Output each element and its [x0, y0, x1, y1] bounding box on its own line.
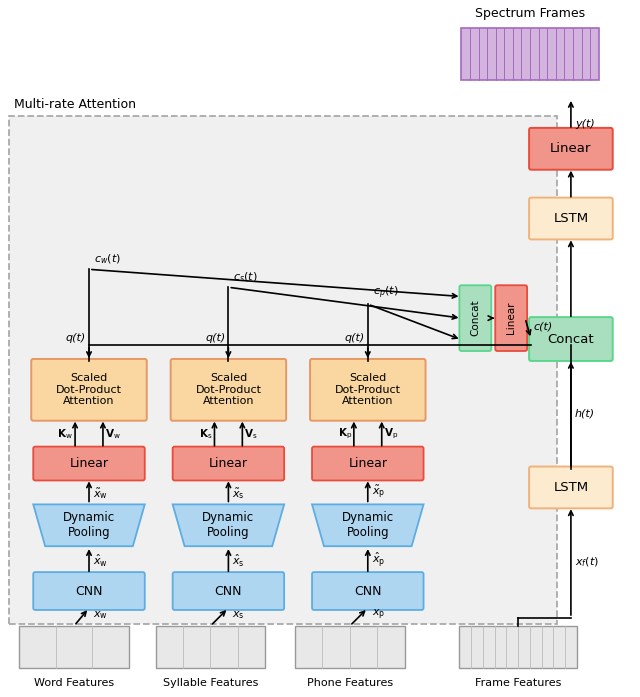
- FancyBboxPatch shape: [33, 447, 145, 480]
- Text: Scaled
Dot-Product
Attention: Scaled Dot-Product Attention: [56, 373, 122, 406]
- Text: CNN: CNN: [214, 585, 242, 597]
- FancyBboxPatch shape: [171, 359, 286, 421]
- Text: $x_\mathregular{s}$: $x_\mathregular{s}$: [232, 609, 245, 621]
- Text: $\mathbf{V}_\mathregular{s}$: $\mathbf{V}_\mathregular{s}$: [244, 427, 258, 441]
- Text: Concat: Concat: [548, 332, 594, 346]
- Text: $\tilde{x}_\mathregular{s}$: $\tilde{x}_\mathregular{s}$: [232, 487, 245, 501]
- Text: $c_\mathregular{s}(t)$: $c_\mathregular{s}(t)$: [234, 270, 258, 284]
- Text: Phone Features: Phone Features: [307, 677, 393, 688]
- Text: Scaled
Dot-Product
Attention: Scaled Dot-Product Attention: [335, 373, 401, 406]
- FancyBboxPatch shape: [495, 285, 527, 351]
- Text: $x_\mathregular{f}(t)$: $x_\mathregular{f}(t)$: [575, 556, 599, 569]
- Text: Concat: Concat: [470, 300, 481, 337]
- Bar: [10, 116, 557, 624]
- Bar: [295, 626, 404, 668]
- Text: Dynamic
Pooling: Dynamic Pooling: [63, 512, 115, 539]
- Text: LSTM: LSTM: [554, 212, 588, 225]
- Bar: [19, 626, 129, 668]
- FancyBboxPatch shape: [310, 359, 426, 421]
- Text: Frame Features: Frame Features: [475, 677, 561, 688]
- Bar: [156, 626, 265, 668]
- Text: y(t): y(t): [575, 119, 595, 129]
- Text: $\mathbf{K}_\mathregular{s}$: $\mathbf{K}_\mathregular{s}$: [199, 427, 212, 441]
- Text: q(t): q(t): [344, 333, 365, 343]
- FancyBboxPatch shape: [529, 466, 612, 508]
- Text: Scaled
Dot-Product
Attention: Scaled Dot-Product Attention: [195, 373, 261, 406]
- Text: Linear: Linear: [506, 302, 516, 335]
- Text: $\hat{x}_\mathregular{w}$: $\hat{x}_\mathregular{w}$: [93, 553, 108, 569]
- Text: LSTM: LSTM: [554, 481, 588, 494]
- FancyBboxPatch shape: [33, 572, 145, 610]
- FancyBboxPatch shape: [529, 317, 612, 361]
- Text: Word Features: Word Features: [34, 677, 114, 688]
- FancyBboxPatch shape: [529, 128, 612, 169]
- Text: $c_\mathregular{p}(t)$: $c_\mathregular{p}(t)$: [372, 285, 398, 301]
- Text: $x_\mathregular{p}$: $x_\mathregular{p}$: [372, 608, 385, 622]
- FancyBboxPatch shape: [173, 447, 284, 480]
- Text: Dynamic
Pooling: Dynamic Pooling: [342, 512, 394, 539]
- FancyBboxPatch shape: [31, 359, 147, 421]
- Bar: [461, 29, 599, 80]
- FancyBboxPatch shape: [312, 572, 424, 610]
- Text: Multi-rate Attention: Multi-rate Attention: [14, 98, 136, 111]
- Text: $x_\mathregular{w}$: $x_\mathregular{w}$: [93, 609, 108, 621]
- Polygon shape: [312, 505, 424, 546]
- FancyBboxPatch shape: [529, 198, 612, 240]
- Text: CNN: CNN: [354, 585, 381, 597]
- Text: q(t): q(t): [66, 333, 86, 343]
- Text: $\tilde{x}_\mathregular{p}$: $\tilde{x}_\mathregular{p}$: [372, 484, 385, 501]
- Text: h(t): h(t): [575, 408, 595, 419]
- Text: $\mathbf{K}_\mathregular{w}$: $\mathbf{K}_\mathregular{w}$: [58, 427, 73, 441]
- Text: q(t): q(t): [205, 333, 225, 343]
- Text: Dynamic
Pooling: Dynamic Pooling: [202, 512, 255, 539]
- Text: Linear: Linear: [209, 457, 248, 470]
- Text: $\mathbf{V}_\mathregular{p}$: $\mathbf{V}_\mathregular{p}$: [384, 427, 398, 441]
- Polygon shape: [173, 505, 284, 546]
- FancyBboxPatch shape: [173, 572, 284, 610]
- FancyBboxPatch shape: [460, 285, 492, 351]
- Text: Spectrum Frames: Spectrum Frames: [475, 7, 585, 20]
- Text: $\tilde{x}_\mathregular{w}$: $\tilde{x}_\mathregular{w}$: [93, 487, 108, 501]
- Text: CNN: CNN: [76, 585, 103, 597]
- Text: $c_\mathregular{w}(t)$: $c_\mathregular{w}(t)$: [94, 253, 121, 266]
- Bar: [460, 626, 577, 668]
- Text: c(t): c(t): [533, 321, 552, 331]
- FancyBboxPatch shape: [312, 447, 424, 480]
- Polygon shape: [33, 505, 145, 546]
- Text: $\mathbf{K}_\mathregular{p}$: $\mathbf{K}_\mathregular{p}$: [337, 427, 352, 441]
- Text: Linear: Linear: [348, 457, 387, 470]
- Text: Linear: Linear: [70, 457, 109, 470]
- Text: Syllable Features: Syllable Features: [163, 677, 258, 688]
- Text: $\mathbf{V}_\mathregular{w}$: $\mathbf{V}_\mathregular{w}$: [105, 427, 121, 441]
- Text: $\hat{x}_\mathregular{s}$: $\hat{x}_\mathregular{s}$: [232, 553, 245, 569]
- Text: $\hat{x}_\mathregular{p}$: $\hat{x}_\mathregular{p}$: [372, 551, 385, 569]
- Text: Linear: Linear: [550, 142, 591, 155]
